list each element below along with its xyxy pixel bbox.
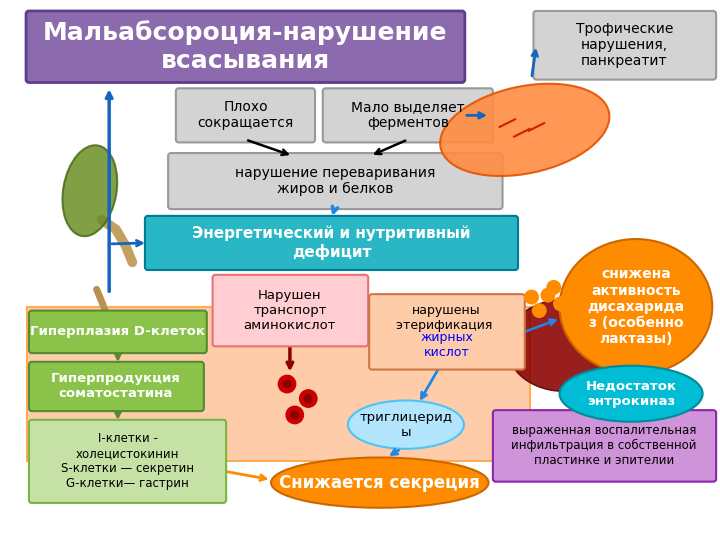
Circle shape bbox=[547, 281, 561, 294]
Text: нарушены
этерификация: нарушены этерификация bbox=[396, 305, 497, 332]
Text: жирных
кислот: жирных кислот bbox=[420, 332, 473, 360]
FancyBboxPatch shape bbox=[493, 410, 716, 482]
Ellipse shape bbox=[440, 84, 609, 176]
Ellipse shape bbox=[559, 239, 712, 374]
Text: Недостаток
энтрокиназ: Недостаток энтрокиназ bbox=[585, 380, 677, 408]
FancyBboxPatch shape bbox=[26, 11, 465, 83]
Circle shape bbox=[283, 380, 291, 388]
Circle shape bbox=[525, 291, 539, 304]
Ellipse shape bbox=[559, 366, 703, 422]
FancyBboxPatch shape bbox=[369, 294, 525, 369]
FancyBboxPatch shape bbox=[27, 307, 530, 461]
FancyBboxPatch shape bbox=[168, 153, 503, 209]
Circle shape bbox=[279, 375, 296, 393]
Text: Нарушен
транспорт
аминокислот: Нарушен транспорт аминокислот bbox=[243, 289, 336, 332]
Text: нарушение переваривания
жиров и белков: нарушение переваривания жиров и белков bbox=[235, 166, 436, 196]
Circle shape bbox=[305, 395, 312, 402]
Text: I-клетки -
холецистокинин
S-клетки — секретин
G-клетки— гастрин: I-клетки - холецистокинин S-клетки — сек… bbox=[61, 433, 194, 490]
FancyBboxPatch shape bbox=[212, 275, 368, 346]
Circle shape bbox=[300, 390, 317, 407]
Text: Энергетический и нутритивный
дефицит: Энергетический и нутритивный дефицит bbox=[192, 226, 471, 260]
Text: Гиперплазия D-клеток: Гиперплазия D-клеток bbox=[30, 326, 205, 339]
Text: Снижается секреция: Снижается секреция bbox=[279, 474, 480, 491]
Text: снижена
активность
дисахарида
з (особенно
лактазы): снижена активность дисахарида з (особенн… bbox=[588, 267, 685, 346]
Circle shape bbox=[291, 411, 299, 419]
FancyBboxPatch shape bbox=[145, 216, 518, 270]
Text: Плохо
сокращается: Плохо сокращается bbox=[197, 100, 294, 131]
Text: Трофические
нарушения,
панкреатит: Трофические нарушения, панкреатит bbox=[575, 22, 673, 68]
FancyBboxPatch shape bbox=[29, 420, 226, 503]
Ellipse shape bbox=[348, 401, 464, 449]
Ellipse shape bbox=[506, 300, 621, 392]
Text: Мало выделяет
ферментов: Мало выделяет ферментов bbox=[351, 100, 464, 131]
Text: триглицерид
ы: триглицерид ы bbox=[359, 410, 452, 438]
Text: Гиперпродукция
соматостатина: Гиперпродукция соматостатина bbox=[51, 372, 181, 400]
Circle shape bbox=[286, 406, 303, 424]
FancyBboxPatch shape bbox=[323, 89, 493, 143]
FancyBboxPatch shape bbox=[29, 310, 207, 353]
Circle shape bbox=[541, 288, 554, 302]
Ellipse shape bbox=[63, 145, 117, 236]
FancyBboxPatch shape bbox=[29, 362, 204, 411]
Text: выраженная воспалительная
инфильтрация в собственной
пластинке и эпителии: выраженная воспалительная инфильтрация в… bbox=[511, 424, 697, 468]
Text: Мальабсороция-нарушение
всасывания: Мальабсороция-нарушение всасывания bbox=[43, 21, 448, 73]
Ellipse shape bbox=[271, 457, 489, 508]
FancyBboxPatch shape bbox=[176, 89, 315, 143]
FancyBboxPatch shape bbox=[534, 11, 716, 79]
Circle shape bbox=[554, 297, 567, 310]
Circle shape bbox=[533, 304, 546, 318]
